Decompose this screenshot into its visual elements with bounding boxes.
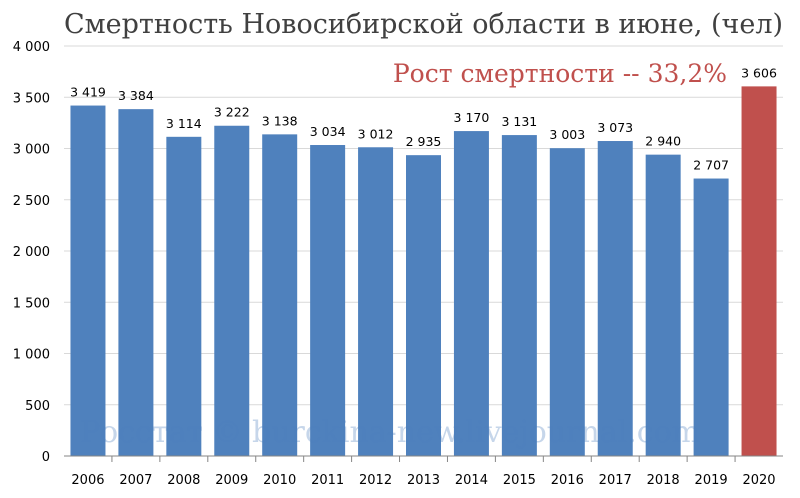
data-label: 3 419 — [70, 85, 106, 100]
growth-annotation: Рост смертности -- 33,2% — [393, 59, 727, 88]
bars — [70, 86, 777, 457]
bar — [453, 131, 489, 456]
y-axis-ticks: 0 500 1 000 1 500 2 000 2 500 3 000 3 500 4 000 — [13, 40, 50, 465]
y-tick-label: 0 — [42, 450, 50, 465]
data-label: 3 012 — [358, 126, 394, 141]
x-tick-label: 2018 — [647, 473, 680, 488]
bar — [645, 154, 681, 456]
data-label: 3 384 — [118, 88, 154, 103]
chart-title: Смертность Новосибирской области в июне,… — [64, 9, 783, 40]
y-tick-label: 2 500 — [13, 194, 50, 209]
data-label: 3 114 — [166, 116, 202, 131]
x-tick-label: 2011 — [311, 473, 344, 488]
x-tick-label: 2006 — [71, 473, 104, 488]
x-tick-label: 2016 — [551, 473, 584, 488]
bar — [741, 86, 777, 456]
data-label: 3 131 — [501, 114, 537, 129]
data-label: 2 935 — [406, 134, 442, 149]
x-tick-label: 2014 — [455, 473, 488, 488]
data-label: 3 606 — [741, 65, 777, 80]
bar — [597, 141, 633, 456]
y-tick-label: 3 500 — [13, 91, 50, 106]
x-tick-label: 2015 — [503, 473, 536, 488]
y-tick-label: 1 500 — [13, 296, 50, 311]
bar — [214, 125, 250, 457]
bar — [549, 148, 585, 456]
x-tick-label: 2009 — [215, 473, 248, 488]
bar — [166, 136, 202, 456]
x-tick-label: 2013 — [407, 473, 440, 488]
data-label: 3 170 — [454, 110, 490, 125]
bar — [406, 155, 441, 456]
bar — [358, 147, 394, 456]
bar — [262, 134, 298, 457]
y-tick-label: 2 000 — [13, 245, 50, 260]
bar — [693, 178, 729, 456]
x-tick-label: 2007 — [119, 473, 152, 488]
data-labels: 3 419 3 384 3 114 3 222 3 138 3 034 3 012 2 935… — [70, 65, 777, 172]
y-tick-label: 1 000 — [13, 348, 50, 363]
bar — [310, 145, 346, 456]
y-tick-label: 3 000 — [13, 143, 50, 158]
x-tick-label: 2010 — [263, 473, 296, 488]
data-label: 3 034 — [310, 124, 346, 139]
x-tick-label: 2008 — [167, 473, 200, 488]
bar — [118, 109, 154, 456]
data-label: 2 707 — [693, 158, 729, 173]
x-tick-label: 2020 — [742, 473, 775, 488]
data-label: 3 073 — [597, 120, 633, 135]
y-tick-label: 4 000 — [13, 40, 50, 55]
bar — [70, 105, 106, 457]
data-label: 3 003 — [549, 127, 585, 142]
bar — [501, 135, 537, 456]
source-watermark: Росстат © burckina-new.livejournal.com — [80, 415, 700, 450]
y-tick-label: 500 — [25, 399, 50, 414]
data-label: 3 138 — [262, 113, 298, 128]
data-label: 3 222 — [214, 105, 250, 120]
x-tick-label: 2017 — [599, 473, 632, 488]
x-tick-label: 2019 — [695, 473, 728, 488]
data-label: 2 940 — [645, 134, 681, 149]
x-axis-ticks: 2006 2007 2008 2009 2010 2011 2012 2013 2014 2015… — [71, 456, 776, 488]
x-tick-label: 2012 — [359, 473, 392, 488]
